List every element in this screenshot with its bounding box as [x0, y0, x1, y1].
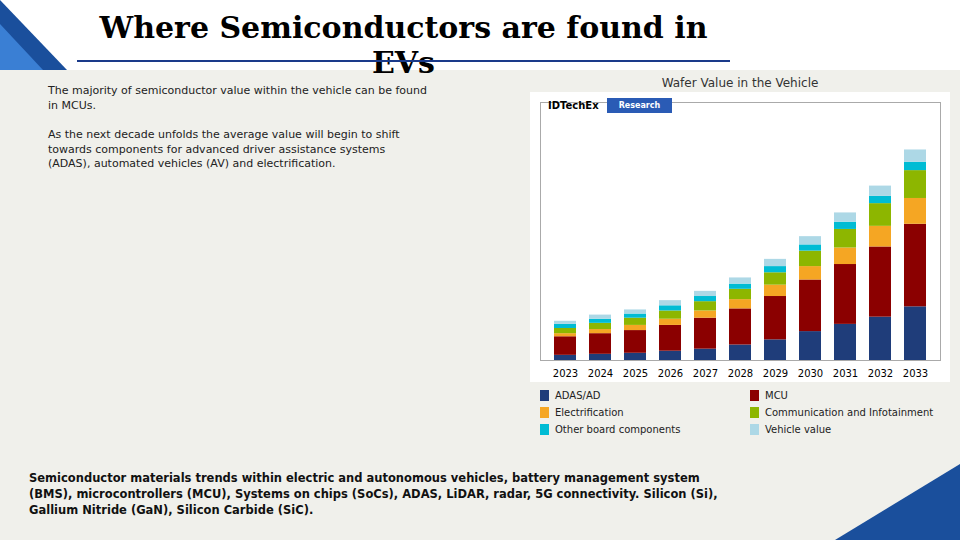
svg-text:2030: 2030	[798, 368, 823, 379]
html-text:IDTechEx: IDTechEx	[548, 100, 599, 111]
html-text:Research: Research	[618, 101, 661, 110]
html-text:Where Semiconductors are found: Where Semiconductors are found in EVs	[99, 10, 708, 80]
html-text:MCU: MCU	[765, 390, 788, 401]
svg-text:2023: 2023	[553, 368, 578, 379]
html-text:Semiconductor materials trends: Semiconductor materials trends within el…	[29, 471, 718, 518]
svg-text:2029: 2029	[763, 368, 788, 379]
html-text:ADAS/AD: ADAS/AD	[555, 390, 601, 401]
svg-text:2033: 2033	[903, 368, 928, 379]
svg-text:2024: 2024	[588, 368, 613, 379]
html-text:The majority of semiconductor: The majority of semiconductor value with…	[48, 84, 427, 112]
html-text:Other board components: Other board components	[555, 424, 681, 435]
html-text:Communication and Infotainment: Communication and Infotainment	[765, 407, 934, 418]
html-text:Vehicle value: Vehicle value	[765, 424, 832, 435]
html-text:As the next decade unfolds the: As the next decade unfolds the average v…	[48, 127, 400, 171]
svg-text:2032: 2032	[868, 368, 893, 379]
html-text:Electrification: Electrification	[555, 407, 624, 418]
svg-text:2026: 2026	[658, 368, 683, 379]
svg-text:2031: 2031	[833, 368, 858, 379]
html-text:Wafer Value in the Vehicle: Wafer Value in the Vehicle	[661, 76, 819, 90]
svg-text:2025: 2025	[623, 368, 648, 379]
svg-text:2028: 2028	[728, 368, 753, 379]
svg-text:2027: 2027	[693, 368, 718, 379]
